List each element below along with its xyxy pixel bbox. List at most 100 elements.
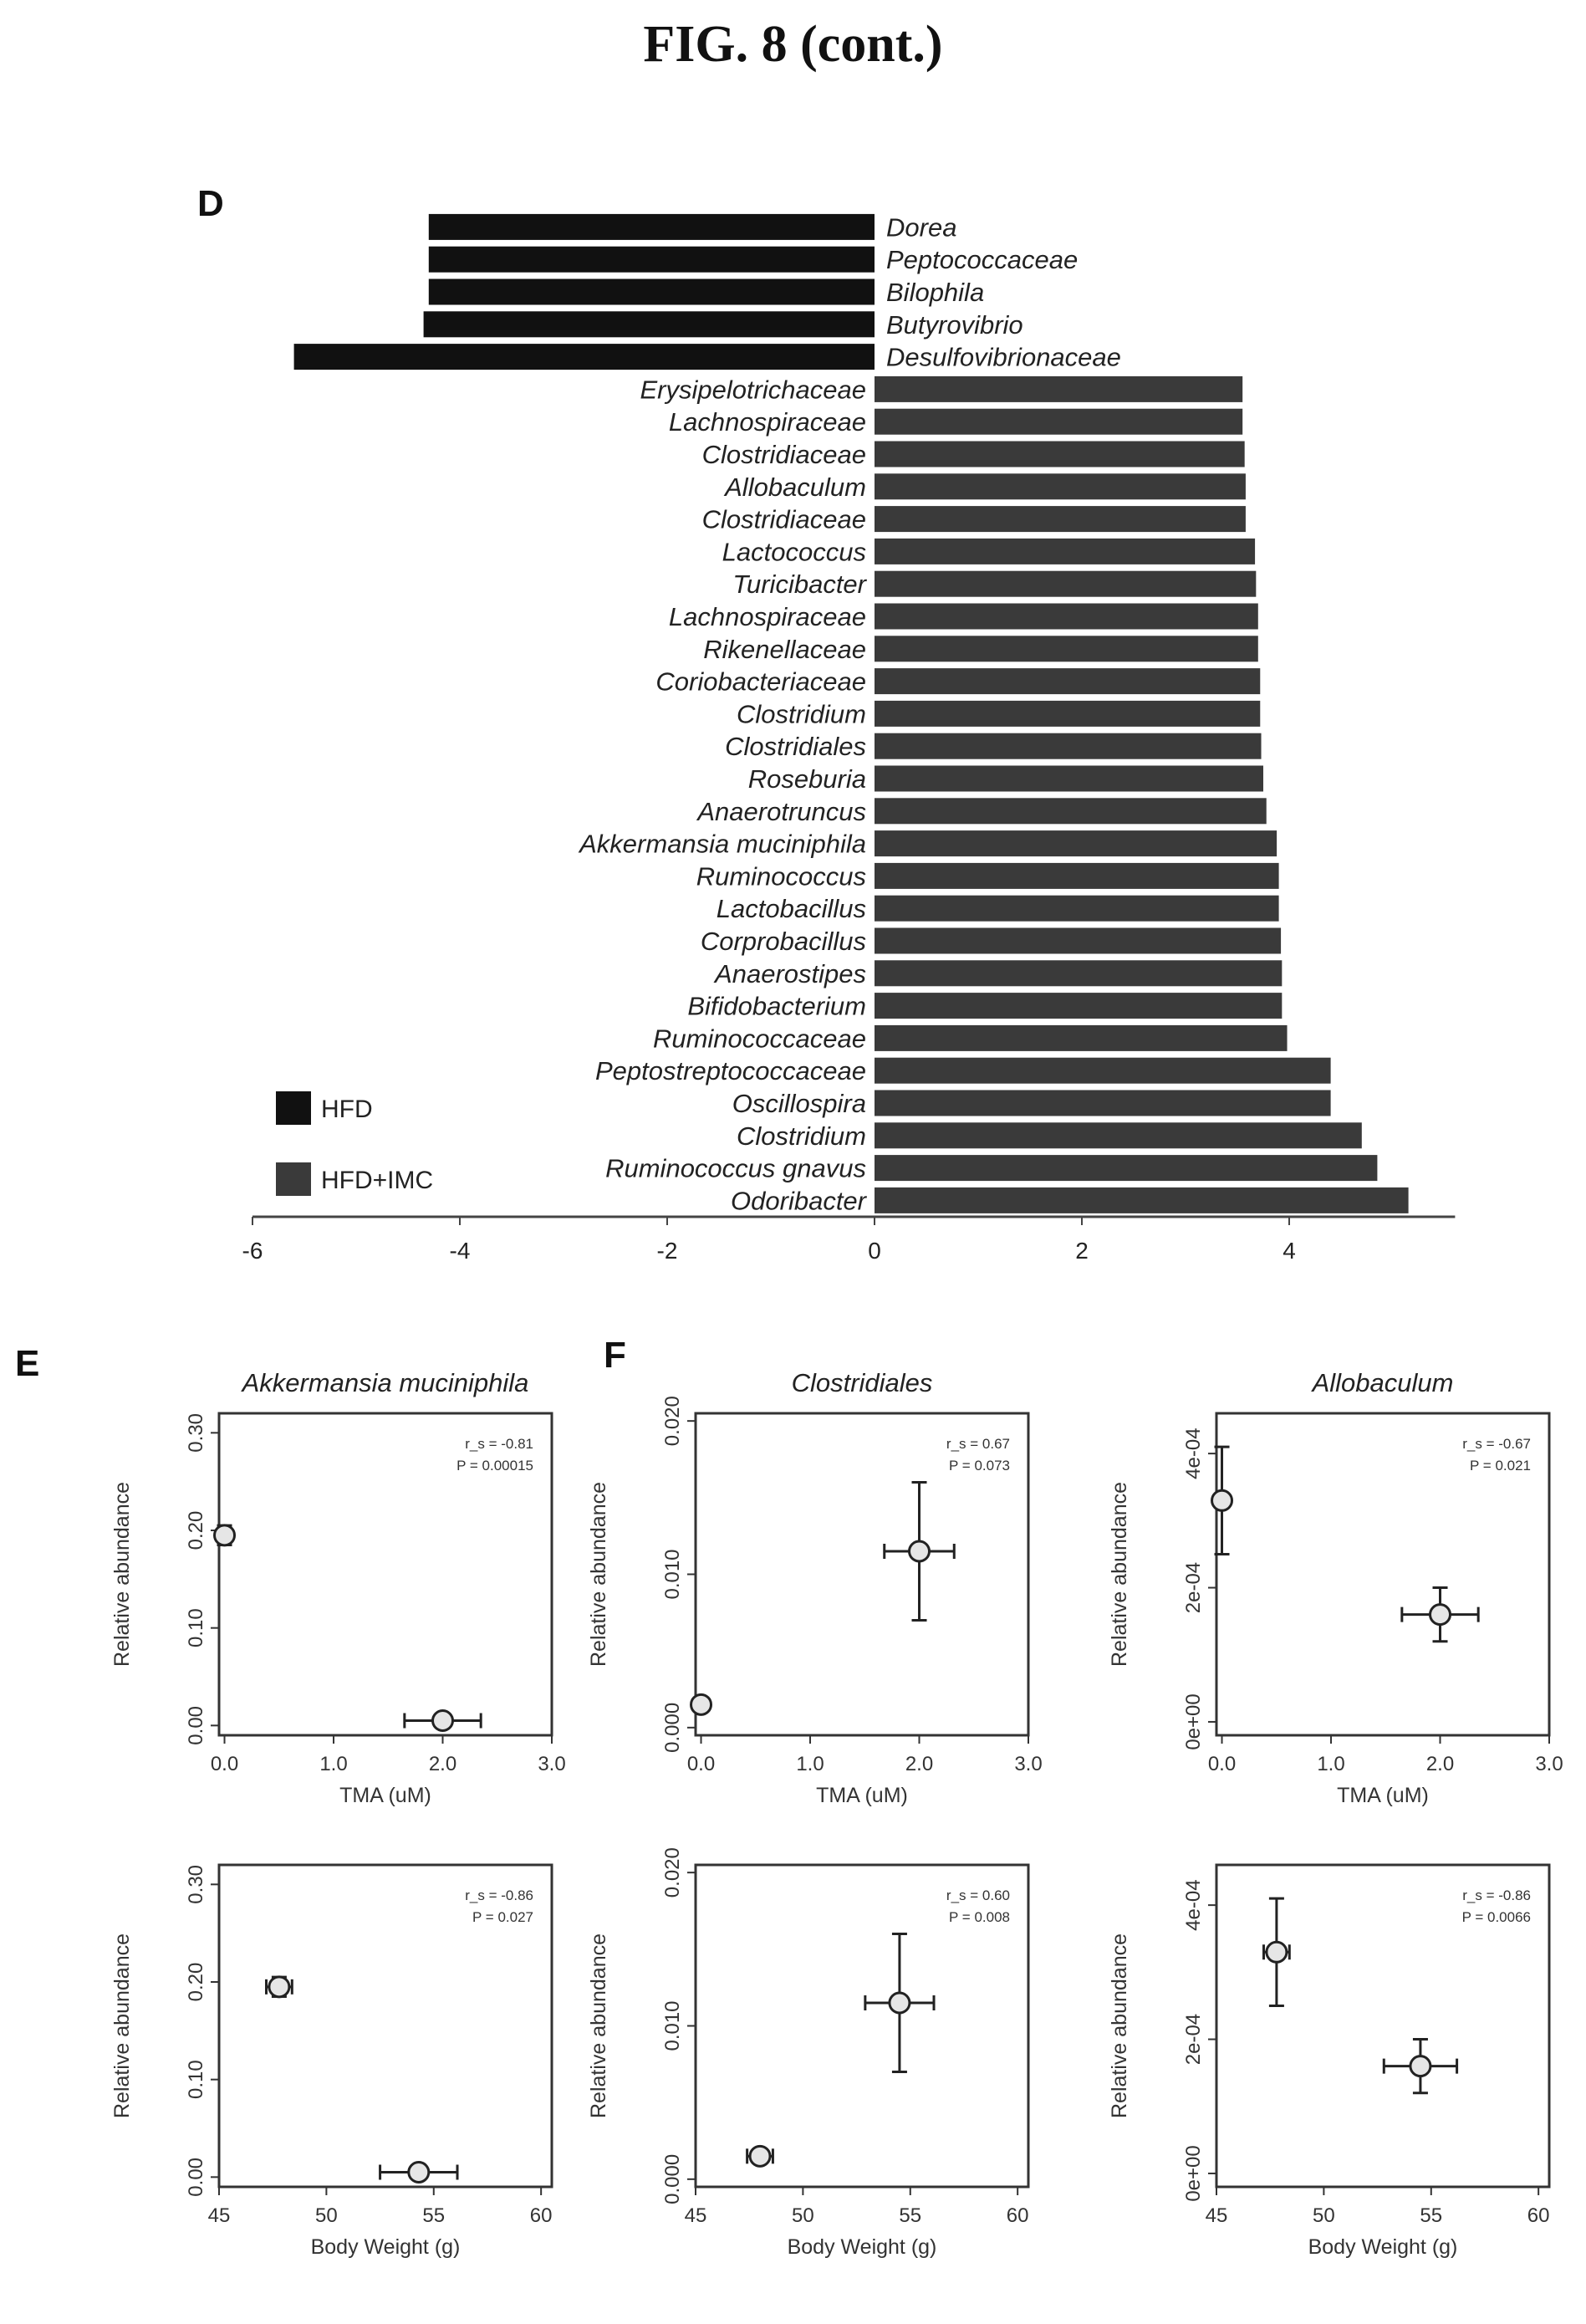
bar-label: Lactobacillus — [717, 894, 866, 923]
bar — [293, 344, 875, 370]
x-tick-label: 4 — [1283, 1238, 1296, 1264]
plot-frame — [217, 1412, 553, 1737]
bar — [875, 538, 1256, 564]
bar — [423, 311, 875, 338]
bar — [875, 700, 1261, 727]
plot-title: Clostridiales — [792, 1368, 933, 1397]
x-tick-label: -2 — [657, 1238, 678, 1264]
data-point — [748, 2144, 772, 2168]
bar-label: Oscillospira — [732, 1089, 866, 1118]
bar-label: Peptococcaceae — [886, 245, 1078, 274]
bar-label: Lachnospiraceae — [669, 407, 866, 437]
y-tick-label: 2e-04 — [1182, 2014, 1205, 2065]
bar — [428, 213, 875, 240]
data-point — [888, 1991, 911, 2015]
y-tick-label: 4e-04 — [1182, 1879, 1205, 1930]
bar-label: Clostridium — [737, 699, 866, 728]
stat-text: P = 0.008 — [949, 1909, 1010, 1925]
bar — [875, 375, 1243, 402]
x-tick-label: 0.0 — [1208, 1753, 1236, 1775]
x-tick-label: 45 — [685, 2204, 707, 2227]
stat-text: r_s = -0.67 — [1462, 1436, 1531, 1452]
y-tick-label: 0.000 — [661, 1703, 684, 1753]
x-axis-label: Body Weight (g) — [311, 2235, 461, 2259]
stat-text: r_s = -0.81 — [465, 1436, 533, 1452]
x-tick-label: 2.0 — [1426, 1753, 1454, 1775]
scatter-plot: Allobaculum 0.0 1.0 2.0 3.0 TMA (uM) 0e+00 2e-0… — [1108, 1368, 1563, 1807]
bar — [875, 1187, 1409, 1213]
y-axis-label: Relative abundance — [110, 1482, 134, 1667]
bar — [875, 895, 1279, 922]
bar — [875, 603, 1258, 630]
y-axis-label: Relative abundance — [110, 1933, 134, 2118]
bar — [875, 830, 1277, 857]
bar-label: Peptostreptococcaceae — [595, 1056, 866, 1085]
bar — [875, 1122, 1362, 1149]
x-axis-label: TMA (uM) — [816, 1784, 908, 1807]
bar-label: Butyrovibrio — [886, 310, 1023, 340]
legend-label: HFD — [321, 1096, 373, 1123]
bar-label: Ruminococcaceae — [653, 1024, 866, 1053]
stat-text: P = 0.073 — [949, 1458, 1010, 1474]
plot-title: Akkermansia muciniphila — [241, 1368, 529, 1397]
bar — [875, 960, 1283, 987]
bar — [875, 570, 1257, 597]
y-axis-label: Relative abundance — [587, 1933, 610, 2118]
bar-label: Erysipelotrichaceae — [640, 375, 866, 404]
bar — [428, 246, 875, 273]
x-tick-label: 1.0 — [1317, 1753, 1344, 1775]
bar-label: Lachnospiraceae — [669, 602, 866, 631]
bar-label: Corprobacillus — [701, 927, 866, 956]
x-tick-label: 0.0 — [211, 1753, 238, 1775]
bar-label: Lactococcus — [722, 537, 866, 566]
panel-label-e: E — [15, 1343, 39, 1384]
y-tick-label: 0.020 — [661, 1396, 684, 1446]
legend-swatch — [276, 1162, 311, 1196]
stat-text: P = 0.0066 — [1462, 1909, 1531, 1925]
x-tick-label: 45 — [1206, 2204, 1228, 2227]
bar — [875, 993, 1283, 1019]
y-tick-label: 0e+00 — [1182, 2145, 1205, 2201]
x-tick-label: 60 — [530, 2204, 553, 2227]
x-tick-label: -4 — [450, 1238, 471, 1264]
bar — [875, 473, 1246, 500]
y-tick-label: 0e+00 — [1182, 1693, 1205, 1749]
plot-frame — [1215, 1863, 1551, 2189]
bar-label: Bilophila — [886, 278, 984, 307]
bar-label: Bifidobacterium — [687, 992, 866, 1021]
y-tick-label: 0.20 — [185, 1511, 207, 1550]
x-tick-label: 3.0 — [1535, 1753, 1563, 1775]
bar-label: Clostridiaceae — [702, 440, 866, 469]
data-point — [407, 2161, 431, 2184]
bar-label: Anaerotruncus — [696, 797, 866, 826]
bar — [875, 668, 1261, 695]
bar — [875, 733, 1262, 759]
data-point — [1429, 1603, 1452, 1627]
x-axis-label: TMA (uM) — [339, 1784, 431, 1807]
legend-swatch — [276, 1091, 311, 1125]
stat-text: P = 0.027 — [472, 1909, 533, 1925]
bar — [875, 927, 1282, 954]
x-tick-label: 55 — [1420, 2204, 1442, 2227]
bar-label: Desulfovibrionaceae — [886, 343, 1121, 372]
data-point — [213, 1524, 237, 1547]
bar — [875, 862, 1279, 889]
x-tick-label: 2.0 — [905, 1753, 933, 1775]
bar-label: Roseburia — [748, 764, 866, 794]
bar-chart-d: Dorea Peptococcaceae Bilophila Butyrovibrio… — [242, 212, 1456, 1264]
data-point — [431, 1709, 455, 1732]
scatter-plot: 45 50 55 60 Body Weight (g) 0e+00 2e-04 4e-04 Re… — [1108, 1863, 1551, 2259]
plot-frame — [217, 1863, 553, 2189]
y-tick-label: 2e-04 — [1182, 1562, 1205, 1613]
stat-text: r_s = 0.60 — [946, 1887, 1010, 1903]
x-tick-label: 2 — [1075, 1238, 1089, 1264]
bar — [875, 1057, 1331, 1084]
bar — [875, 1090, 1331, 1116]
bar-label: Allobaculum — [723, 472, 866, 502]
x-tick-label: 55 — [422, 2204, 445, 2227]
bar-label: Rikenellaceae — [703, 635, 866, 664]
y-tick-label: 0.20 — [185, 1963, 207, 2002]
bar-label: Clostridiales — [725, 732, 866, 761]
x-tick-label: 50 — [792, 2204, 814, 2227]
